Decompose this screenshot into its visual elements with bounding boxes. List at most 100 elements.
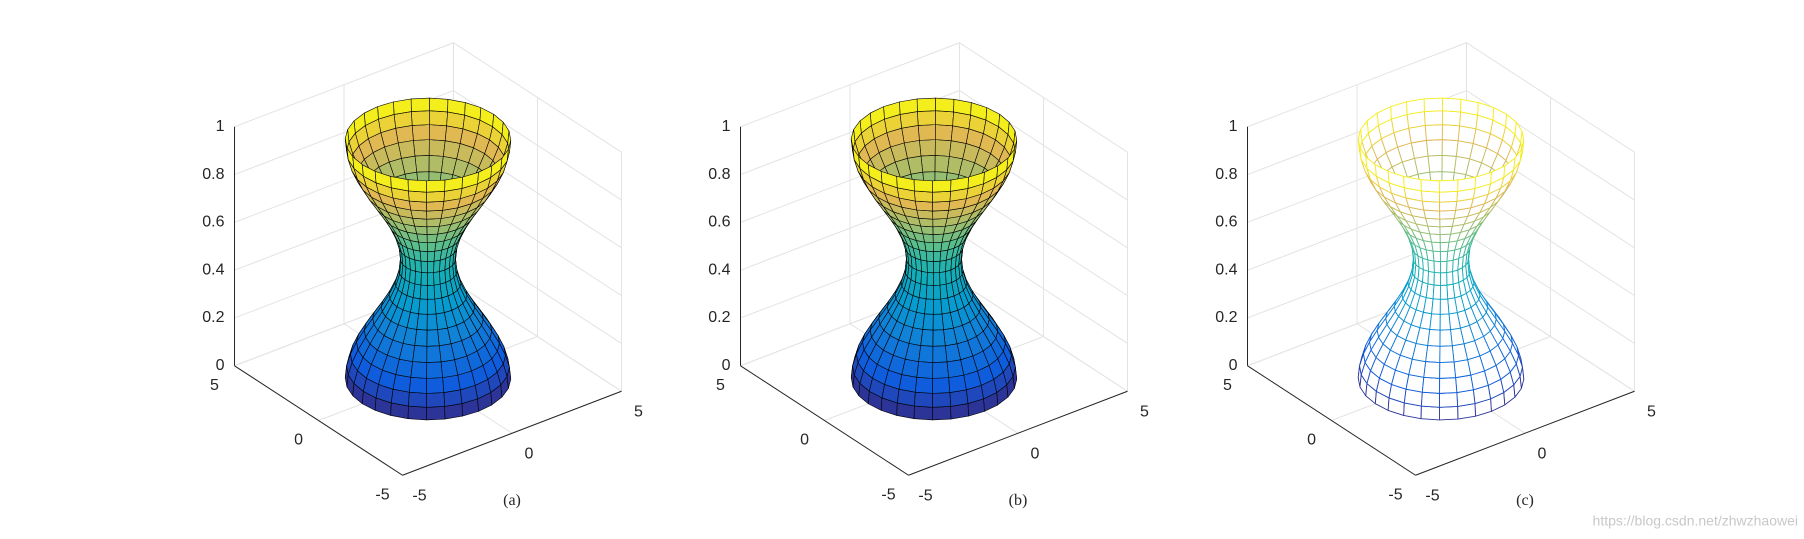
surface-patch — [924, 298, 934, 315]
mesh-patch — [1408, 358, 1427, 378]
z-tick-label: 0.8 — [708, 166, 730, 183]
surface-patch — [426, 191, 445, 203]
mesh-patch — [1439, 313, 1451, 331]
caption: (a) — [503, 492, 521, 509]
mesh-patch — [1420, 190, 1441, 203]
mesh-patch — [1433, 271, 1441, 286]
surface-patch — [393, 98, 412, 115]
surface-patch — [426, 329, 440, 347]
surface-patch — [426, 210, 443, 220]
surface-patch — [932, 201, 951, 212]
surface-patch — [429, 110, 448, 127]
mesh-patch — [1406, 98, 1425, 115]
mesh-patch — [1446, 271, 1454, 286]
surface-patch — [935, 97, 955, 113]
surface-patch — [933, 250, 942, 262]
grid-line — [1247, 42, 1635, 153]
surface-patch — [913, 179, 933, 193]
subplot: -5 0 5 -5 0 5 0 0.2 0.4 0.6 0.8 1 (b) — [708, 42, 1149, 509]
surface-patch — [915, 200, 933, 212]
subplot: -5 0 5 -5 0 5 0 0.2 0.4 0.6 0.8 1 (a) — [202, 42, 643, 509]
surface-patch — [392, 374, 412, 393]
mesh-patch — [1439, 190, 1459, 203]
surface-patch — [916, 97, 936, 112]
mesh-patch — [1425, 345, 1441, 364]
y-tick-label: 0 — [800, 432, 809, 449]
surface-patch — [427, 272, 435, 286]
mesh-patch — [1423, 97, 1444, 113]
mesh-patch — [1425, 217, 1441, 228]
mesh-patch — [1439, 241, 1450, 252]
surface-patch — [412, 345, 428, 363]
surface-patch — [414, 329, 428, 347]
surface-patch — [413, 139, 430, 157]
surface-patch — [920, 329, 934, 347]
surface-patch — [917, 110, 936, 126]
surface-patch — [426, 233, 438, 243]
z-tick-label: 0 — [1229, 357, 1238, 374]
mesh-patch — [1439, 209, 1457, 220]
surface-patch — [439, 269, 446, 285]
mesh-patch — [1427, 270, 1435, 286]
surface-patch — [407, 405, 427, 421]
mesh-patch — [1432, 284, 1441, 300]
surface-patch — [913, 405, 933, 421]
z-tick-label: 0.2 — [1215, 309, 1237, 326]
surface-patch — [428, 139, 446, 157]
z-tick-label: 0.6 — [708, 214, 730, 231]
surface-patch — [920, 259, 928, 273]
surface-patch — [433, 271, 441, 286]
mesh-patch — [1439, 284, 1449, 300]
x-tick-label: -5 — [1425, 487, 1439, 504]
mesh-patch — [1442, 97, 1462, 113]
surface-patch — [926, 260, 934, 274]
surface-patch — [418, 298, 428, 315]
grid-line — [234, 89, 622, 201]
surface-patch — [409, 269, 416, 285]
surface-patch — [410, 97, 430, 112]
mesh-patch — [1421, 376, 1441, 394]
surface-patch — [924, 241, 934, 252]
surface-patch — [440, 359, 459, 378]
surface-patch — [442, 374, 461, 393]
surface-patch — [925, 250, 934, 262]
mesh-patch — [1431, 298, 1441, 315]
surface-patch — [939, 283, 949, 300]
mesh-patch — [1440, 260, 1448, 274]
surface-patch — [419, 284, 428, 300]
mesh-patch — [1439, 225, 1453, 235]
mesh-patch — [1420, 391, 1441, 408]
mesh-patch — [1439, 329, 1453, 347]
mesh-patch — [1425, 139, 1443, 157]
surface-patch — [420, 272, 428, 286]
surface-patch — [898, 374, 918, 393]
surface-patch — [932, 345, 948, 363]
surface-patch — [410, 361, 428, 379]
grid-line — [234, 42, 622, 153]
x-axis-line — [402, 390, 622, 476]
surface-patch — [433, 259, 441, 273]
mesh-patch — [1439, 361, 1457, 379]
z-tick-label: 0.2 — [708, 309, 730, 326]
grid-line — [740, 42, 1128, 153]
surface-patch — [407, 179, 427, 193]
mesh-patch — [1438, 179, 1459, 193]
y-axis-line — [1247, 365, 1416, 476]
surface-patch — [922, 233, 934, 243]
surface-patch — [414, 259, 422, 273]
surface-patch — [932, 225, 946, 235]
surface-patch — [932, 218, 948, 228]
surface-patch — [946, 359, 965, 378]
surface-patch — [419, 250, 428, 262]
z-tick-label: 0 — [216, 357, 225, 374]
surface-patch — [945, 258, 952, 272]
z-tick-label: 0.4 — [1215, 261, 1237, 278]
surface-patch — [427, 260, 435, 274]
surface-patch — [926, 272, 934, 286]
surface-patch — [416, 233, 428, 243]
surface-patch — [916, 209, 934, 220]
surface-patch — [426, 218, 442, 228]
mesh-patch — [1420, 179, 1440, 193]
surface-patch — [915, 269, 922, 285]
x-tick-label: 5 — [1140, 403, 1149, 420]
